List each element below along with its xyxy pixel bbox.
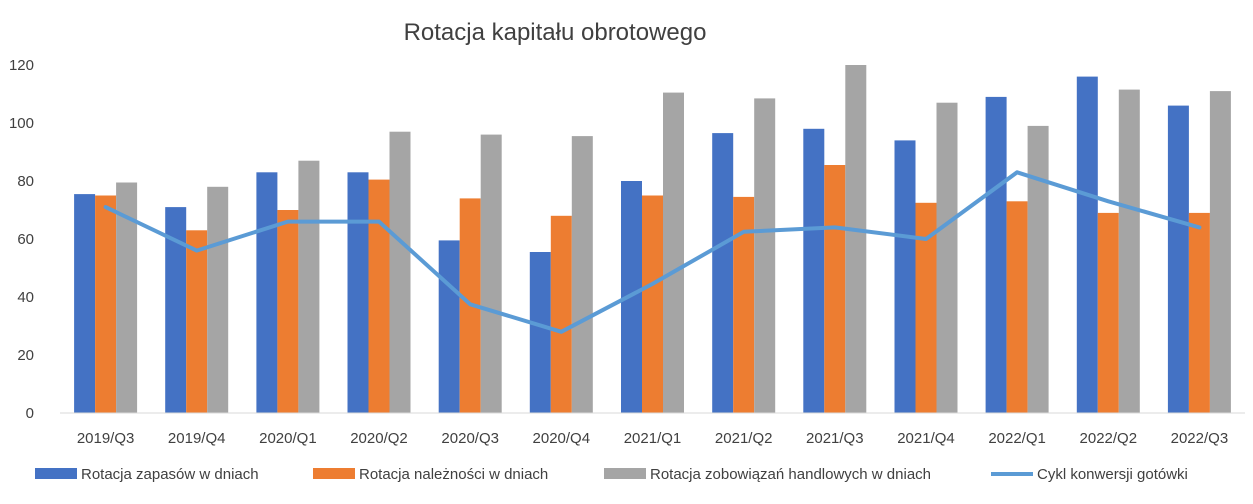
- chart-title: Rotacja kapitału obrotowego: [404, 19, 707, 46]
- x-tick-label: 2020/Q4: [533, 430, 591, 447]
- bar: [116, 182, 138, 413]
- bar: [480, 134, 502, 413]
- bar: [642, 195, 663, 413]
- legend-item: Rotacja należności w dniach: [313, 466, 548, 483]
- legend-label: Rotacja zobowiązań handlowych w dniach: [650, 466, 931, 483]
- x-tick-label: 2020/Q3: [441, 430, 499, 447]
- legend: Rotacja zapasów w dniach Rotacja należnoś…: [35, 466, 1188, 483]
- bar-series-group: [74, 65, 1231, 414]
- x-tick-label: 2019/Q3: [77, 430, 135, 447]
- bar: [1006, 201, 1028, 413]
- bar: [165, 207, 187, 413]
- bar: [571, 136, 593, 413]
- bar: [1076, 76, 1098, 413]
- y-tick-label: 80: [17, 173, 34, 190]
- bar: [298, 160, 320, 413]
- bar: [1209, 91, 1231, 413]
- x-axis: 2019/Q3 2019/Q4 2020/Q1 2020/Q2 2020/Q3 2020/…: [77, 430, 1228, 447]
- x-tick-label: 2021/Q2: [715, 430, 773, 447]
- bar: [277, 210, 299, 413]
- y-tick-label: 120: [9, 57, 34, 74]
- legend-swatch: [604, 468, 646, 479]
- line-series-group: [103, 170, 1202, 334]
- legend-swatch: [313, 468, 355, 479]
- x-tick-label: 2021/Q4: [897, 430, 955, 447]
- y-axis: 0 20 40 60 80 100 120: [9, 57, 34, 422]
- legend-item: Cykl konwersji gotówki: [991, 466, 1188, 483]
- x-tick-label: 2022/Q3: [1171, 430, 1229, 447]
- x-tick-label: 2022/Q1: [988, 430, 1046, 447]
- x-tick-label: 2020/Q2: [350, 430, 408, 447]
- y-tick-label: 20: [17, 347, 34, 364]
- bar-series: [95, 165, 1210, 414]
- bar: [186, 230, 208, 413]
- x-tick-label: 2019/Q4: [168, 430, 226, 447]
- legend-swatch: [35, 468, 77, 479]
- legend-item: Rotacja zobowiązań handlowych w dniach: [604, 466, 931, 483]
- bar: [754, 98, 776, 414]
- legend-label: Cykl konwersji gotówki: [1037, 466, 1188, 483]
- bar: [368, 179, 390, 413]
- line-series: [103, 170, 1202, 334]
- bar: [1188, 212, 1210, 413]
- bar: [663, 92, 684, 413]
- bar: [256, 172, 278, 413]
- bar: [733, 196, 755, 413]
- x-tick-label: 2020/Q1: [259, 430, 317, 447]
- bar: [985, 96, 1007, 414]
- y-tick-label: 0: [26, 405, 34, 422]
- bar: [438, 240, 460, 413]
- bar: [389, 131, 411, 413]
- bar: [95, 195, 117, 413]
- bar: [894, 140, 916, 413]
- legend-label: Rotacja zapasów w dniach: [81, 466, 259, 483]
- bar: [712, 133, 734, 413]
- x-tick-label: 2021/Q1: [624, 430, 682, 447]
- legend-item: Rotacja zapasów w dniach: [35, 466, 259, 483]
- bar-series: [116, 65, 1231, 414]
- x-tick-label: 2022/Q2: [1080, 430, 1138, 447]
- legend-label: Rotacja należności w dniach: [359, 466, 548, 483]
- bar: [1097, 212, 1119, 413]
- bar: [207, 186, 229, 413]
- bar: [347, 172, 369, 413]
- bar: [529, 252, 551, 413]
- bar: [1118, 89, 1140, 413]
- bar: [1027, 125, 1049, 414]
- bar: [74, 194, 96, 413]
- y-tick-label: 40: [17, 289, 34, 306]
- bar: [845, 65, 867, 413]
- bar: [936, 102, 958, 413]
- y-tick-label: 60: [17, 231, 34, 248]
- bar: [803, 128, 825, 414]
- x-tick-label: 2021/Q3: [806, 430, 864, 447]
- bar: [824, 165, 846, 413]
- bar: [915, 202, 937, 414]
- bar: [1167, 105, 1189, 413]
- y-tick-label: 100: [9, 115, 34, 132]
- bar: [550, 215, 572, 413]
